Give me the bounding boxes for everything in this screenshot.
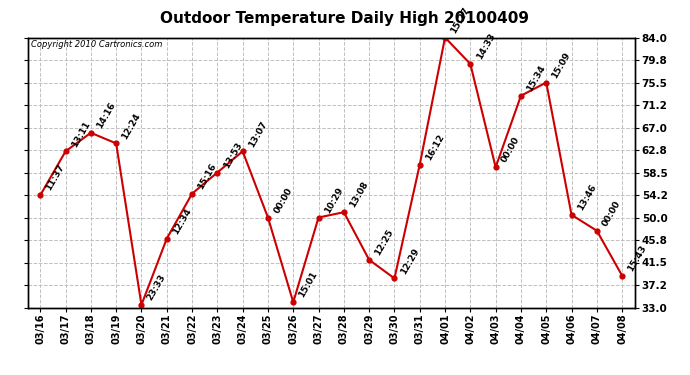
Text: 14:33: 14:33 — [475, 32, 497, 61]
Text: 12:24: 12:24 — [120, 111, 143, 141]
Text: Copyright 2010 Cartronics.com: Copyright 2010 Cartronics.com — [30, 40, 162, 49]
Point — [617, 273, 628, 279]
Point — [34, 192, 46, 198]
Point — [110, 140, 121, 146]
Point — [364, 257, 375, 263]
Text: 15:01: 15:01 — [297, 270, 319, 299]
Point — [313, 214, 324, 220]
Point — [414, 162, 425, 168]
Text: 12:29: 12:29 — [399, 246, 421, 276]
Text: 15:16: 15:16 — [196, 162, 218, 191]
Text: 00:00: 00:00 — [601, 199, 623, 228]
Text: 13:53: 13:53 — [221, 140, 244, 170]
Text: 15:27: 15:27 — [449, 5, 471, 35]
Text: 12:25: 12:25 — [373, 228, 395, 257]
Point — [338, 209, 349, 215]
Text: 10:29: 10:29 — [323, 185, 345, 215]
Text: 15:43: 15:43 — [627, 243, 649, 273]
Point — [262, 214, 273, 220]
Text: 13:07: 13:07 — [247, 119, 269, 148]
Text: Outdoor Temperature Daily High 20100409: Outdoor Temperature Daily High 20100409 — [161, 11, 529, 26]
Point — [515, 93, 526, 99]
Text: 16:12: 16:12 — [424, 132, 446, 162]
Point — [86, 130, 97, 136]
Point — [288, 299, 299, 305]
Point — [591, 228, 602, 234]
Text: 12:34: 12:34 — [171, 207, 193, 236]
Point — [212, 170, 223, 176]
Text: 23:33: 23:33 — [146, 273, 168, 302]
Point — [136, 302, 147, 308]
Point — [60, 148, 71, 154]
Point — [566, 212, 577, 218]
Text: 00:00: 00:00 — [500, 136, 522, 164]
Point — [161, 236, 172, 242]
Text: 00:00: 00:00 — [272, 186, 294, 215]
Point — [490, 164, 501, 170]
Text: 11:37: 11:37 — [44, 163, 67, 192]
Point — [465, 61, 476, 67]
Point — [389, 275, 400, 281]
Text: 14:16: 14:16 — [95, 100, 117, 130]
Text: 15:09: 15:09 — [551, 50, 573, 80]
Point — [186, 190, 197, 196]
Point — [541, 80, 552, 86]
Point — [440, 34, 451, 40]
Text: 13:08: 13:08 — [348, 180, 370, 209]
Text: 13:46: 13:46 — [575, 183, 598, 212]
Point — [237, 148, 248, 154]
Text: 13:11: 13:11 — [70, 119, 92, 148]
Text: 15:34: 15:34 — [525, 63, 547, 93]
